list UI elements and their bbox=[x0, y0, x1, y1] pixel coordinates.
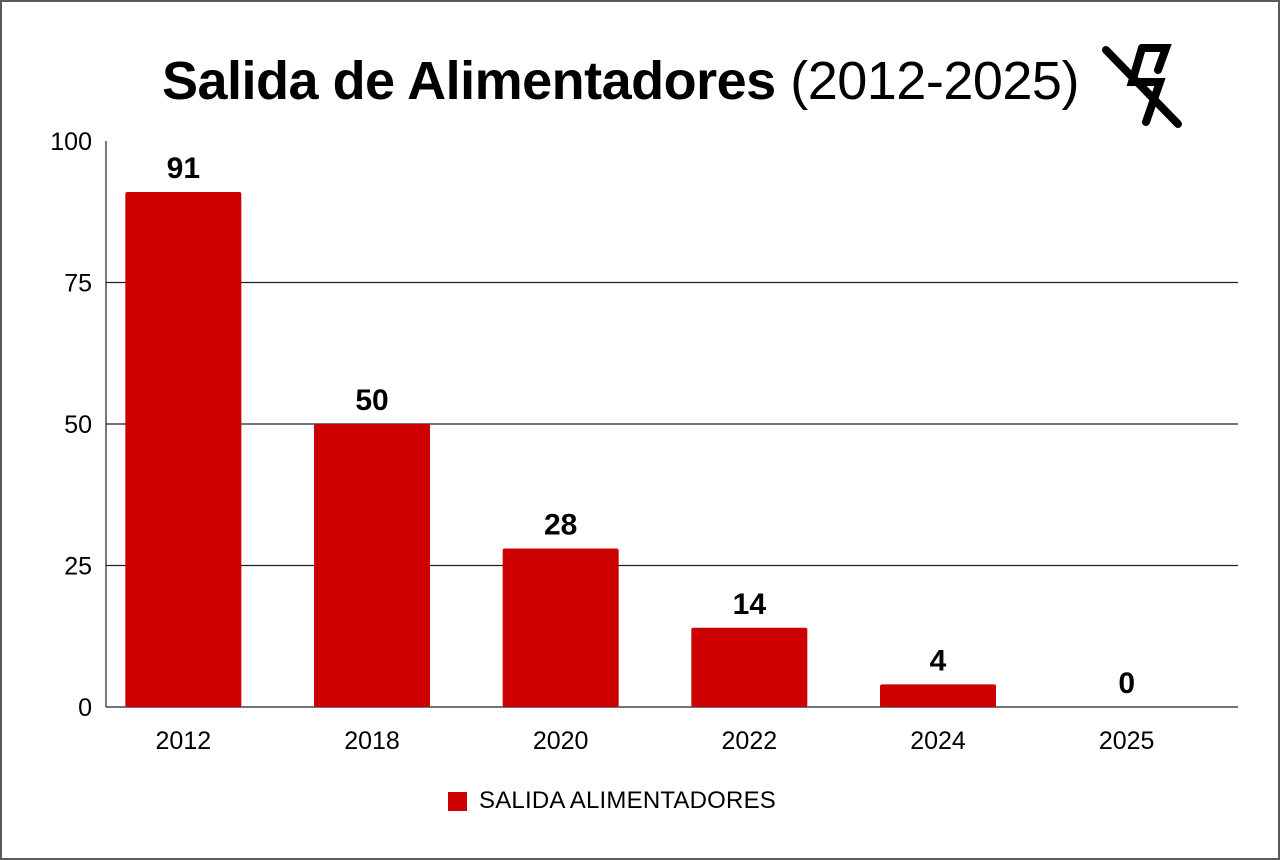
legend-label: SALIDA ALIMENTADORES bbox=[479, 787, 776, 814]
legend: SALIDA ALIMENTADORES bbox=[448, 786, 776, 816]
y-tick-label: 0 bbox=[78, 694, 92, 722]
chart-title-bold: Salida de Alimentadores bbox=[162, 51, 776, 111]
title-row: Salida de Alimentadores (2012-2025) bbox=[0, 36, 1280, 136]
chart-title-years: (2012-2025) bbox=[790, 51, 1079, 111]
x-tick-label: 2020 bbox=[533, 727, 589, 755]
x-tick-label: 2024 bbox=[910, 727, 966, 755]
bar bbox=[691, 627, 808, 707]
bar bbox=[314, 424, 430, 707]
legend-swatch bbox=[448, 791, 467, 811]
y-tick-label: 100 bbox=[50, 128, 92, 156]
x-tick-label: 2018 bbox=[344, 727, 400, 755]
data-label: 14 bbox=[733, 588, 767, 621]
y-tick-label: 50 bbox=[64, 411, 92, 439]
x-tick-label: 2012 bbox=[156, 727, 212, 755]
power-off-icon bbox=[1102, 44, 1182, 128]
x-tick-label: 2022 bbox=[722, 727, 778, 755]
bar bbox=[502, 548, 619, 707]
y-tick-label: 75 bbox=[64, 270, 92, 298]
y-tick-label: 25 bbox=[64, 553, 92, 581]
chart-title: Salida de Alimentadores (2012-2025) bbox=[162, 50, 1079, 112]
data-label: 91 bbox=[167, 152, 200, 185]
bar bbox=[880, 684, 996, 707]
data-label: 0 bbox=[1118, 667, 1135, 700]
data-label: 28 bbox=[544, 509, 577, 542]
data-label: 50 bbox=[355, 384, 388, 417]
data-label: 4 bbox=[930, 644, 947, 677]
x-tick-label: 2025 bbox=[1099, 727, 1155, 755]
bar bbox=[125, 191, 242, 707]
